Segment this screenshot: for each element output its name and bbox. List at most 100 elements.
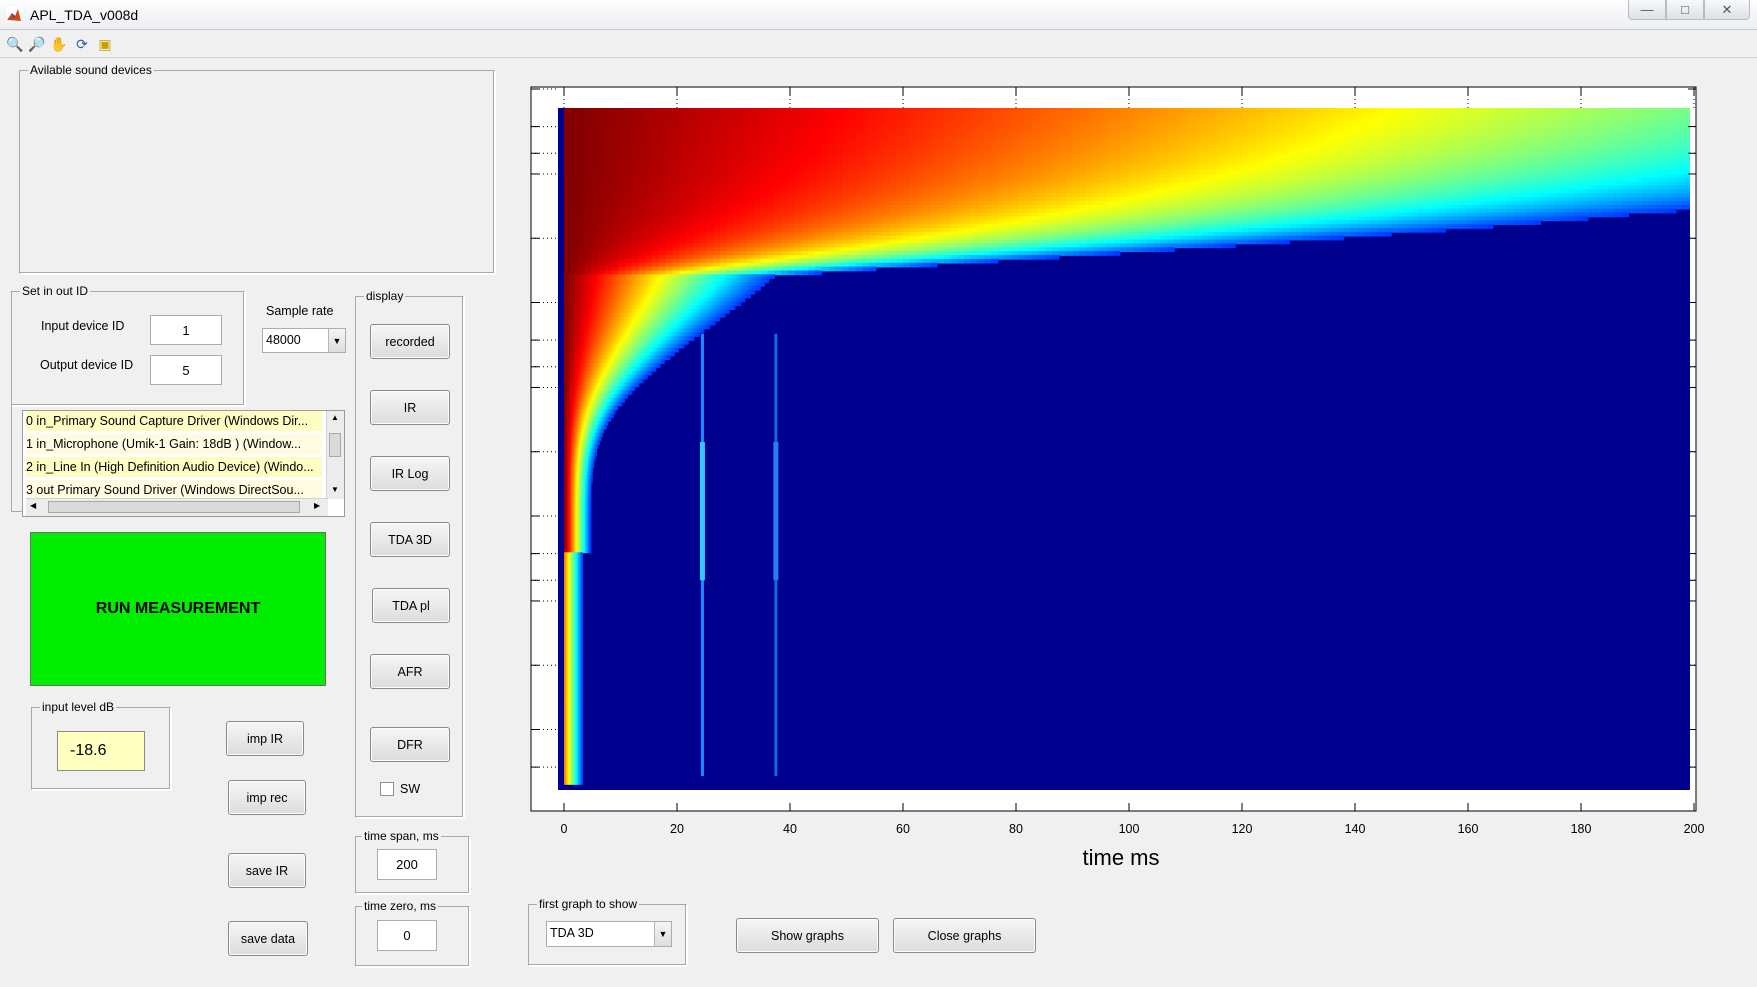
scroll-thumb[interactable] [329, 433, 341, 457]
heatmap-cell [909, 146, 918, 152]
imp-ir-button[interactable]: imp IR [226, 721, 304, 756]
data-cursor-icon[interactable]: ▣ [98, 36, 112, 52]
heatmap-cell [631, 116, 640, 121]
list-item[interactable]: 0 in_Primary Sound Capture Driver (Windo… [26, 411, 322, 431]
heatmap-cell [1553, 181, 1562, 187]
heatmap-cell [889, 139, 897, 144]
heatmap-cell [1689, 181, 1690, 187]
heatmap-cell [1364, 181, 1372, 187]
scroll-down-icon[interactable]: ▼ [331, 485, 339, 494]
heatmap-cell [767, 166, 775, 171]
heatmap-cell [1560, 154, 1568, 160]
heatmap-cell [903, 200, 911, 206]
heatmap-cell [991, 127, 999, 133]
heatmap-cell [1540, 112, 1548, 117]
dfr-button[interactable]: DFR [370, 727, 450, 762]
list-item[interactable]: 3 out Primary Sound Driver (Windows Dire… [26, 480, 322, 500]
heatmap-cell [855, 162, 863, 168]
rotate-icon[interactable]: ⟳ [76, 36, 88, 52]
afr-button[interactable]: AFR [370, 654, 450, 689]
close-button[interactable]: ✕ [1704, 0, 1750, 20]
tda-3d-button[interactable]: TDA 3D [370, 522, 450, 557]
save-ir-button[interactable]: save IR [228, 853, 306, 888]
heatmap-cell [713, 112, 721, 117]
input-device-id-field[interactable]: 1 [150, 315, 222, 345]
heatmap-cell [1119, 135, 1128, 140]
heatmap-cell [1445, 135, 1453, 140]
pan-icon[interactable]: ✋ [50, 36, 68, 52]
list-item[interactable]: 1 in_Microphone (Umik-1 Gain: 18dB ) (Wi… [26, 434, 322, 454]
heatmap-cell [977, 173, 985, 179]
sw-checkbox[interactable] [380, 782, 394, 796]
heatmap-cell [1594, 193, 1602, 198]
heatmap-cell [1153, 158, 1162, 164]
heatmap-cell [1038, 200, 1046, 206]
zoom-out-icon[interactable]: 🔎 [28, 36, 46, 52]
scroll-right-icon[interactable]: ▶ [314, 501, 321, 510]
heatmap-cell [848, 189, 857, 195]
heatmap-cell [896, 154, 904, 160]
scroll-thumb[interactable] [48, 501, 300, 513]
heatmap-cell [1092, 154, 1101, 160]
heatmap-cell [753, 108, 762, 113]
heatmap-cell [1350, 177, 1358, 183]
heatmap-cell [1296, 146, 1304, 152]
heatmap-cell [747, 112, 755, 117]
run-measurement-button[interactable]: RUN MEASUREMENT [30, 532, 326, 686]
heatmap-cell [1275, 119, 1284, 125]
tda-pl-button[interactable]: TDA pl [372, 588, 450, 623]
heatmap-cell [909, 108, 918, 113]
heatmap-cell [1140, 108, 1148, 113]
heatmap-cell [1547, 123, 1555, 129]
scroll-left-icon[interactable]: ◀ [30, 501, 37, 510]
heatmap-cell [672, 139, 680, 144]
heatmap-cell [740, 177, 748, 183]
output-device-id-field[interactable]: 5 [150, 355, 222, 385]
heatmap-cell [1621, 177, 1629, 183]
first-graph-select[interactable]: TDA 3D ▼ [546, 921, 672, 947]
heatmap-cell [597, 166, 606, 171]
recorded-button[interactable]: recorded [370, 324, 450, 359]
heatmap-cell [1648, 185, 1657, 191]
heatmap-cell [1648, 131, 1657, 137]
zoom-in-icon[interactable]: 🔍 [6, 36, 24, 52]
vertical-scrollbar[interactable]: ▲ ▼ [326, 411, 344, 499]
save-data-button[interactable]: save data [228, 921, 308, 956]
horizontal-scrollbar[interactable]: ◀ ▶ [26, 498, 328, 516]
spectrogram-plot[interactable]: 0204060801001201401601802002030405010020… [530, 86, 1750, 866]
heatmap-cell [1574, 116, 1582, 121]
device-listbox[interactable]: 0 in_Primary Sound Capture Driver (Windo… [22, 410, 345, 517]
heatmap-cell [1601, 173, 1609, 179]
show-graphs-button[interactable]: Show graphs [736, 918, 879, 953]
heatmap-cell [625, 154, 633, 160]
time-span-field[interactable]: 200 [377, 849, 437, 880]
sample-rate-select[interactable]: 48000 ▼ [262, 328, 346, 353]
time-zero-field[interactable]: 0 [377, 920, 437, 951]
heatmap-cell [1330, 173, 1338, 179]
heatmap-cell [1167, 116, 1175, 121]
heatmap-cell [814, 139, 823, 144]
heatmap-cell [713, 123, 721, 129]
scroll-up-icon[interactable]: ▲ [331, 413, 339, 422]
close-graphs-button[interactable]: Close graphs [893, 918, 1036, 953]
heatmap-cell [1492, 150, 1501, 156]
ir-button[interactable]: IR [370, 390, 450, 425]
time-span-title: time span, ms [364, 829, 439, 843]
heatmap-cell [801, 193, 809, 198]
heatmap-cell [964, 185, 972, 191]
heatmap-cell [604, 197, 612, 202]
heatmap-cell [1479, 162, 1487, 168]
heatmap-cell [1364, 112, 1372, 117]
ir-log-button[interactable]: IR Log [370, 456, 450, 491]
minimize-button[interactable]: — [1628, 0, 1666, 20]
heatmap-cell [882, 146, 890, 152]
heatmap-cell [1574, 154, 1582, 160]
heatmap-cell [618, 108, 626, 113]
list-item[interactable]: 2 in_Line In (High Definition Audio Devi… [26, 457, 322, 477]
heatmap-cell [1194, 170, 1202, 175]
heatmap-cell [923, 119, 931, 125]
maximize-button[interactable]: □ [1666, 0, 1704, 20]
imp-rec-button[interactable]: imp rec [228, 780, 306, 815]
heatmap-cell [1038, 173, 1046, 179]
heatmap-cell [1662, 123, 1670, 129]
